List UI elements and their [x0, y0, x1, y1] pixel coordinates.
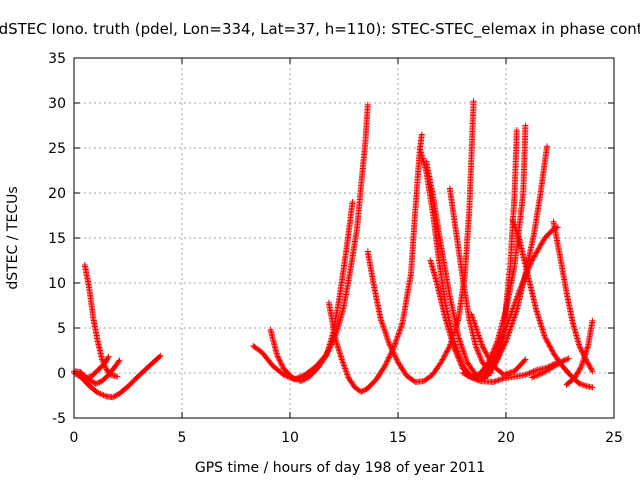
- y-axis-label: dSTEC / TECUs: [5, 186, 21, 289]
- y-tick-label: 30: [48, 96, 66, 112]
- data-series-arc: [364, 98, 477, 385]
- data-marker: [427, 122, 529, 380]
- x-axis-label: GPS time / hours of day 198 of year 2011: [195, 460, 485, 476]
- x-tick-label: 0: [70, 430, 79, 446]
- data-series-arc: [267, 199, 356, 385]
- data-marker: [423, 158, 488, 382]
- data-series-arc: [446, 185, 494, 376]
- y-tick-label: -5: [52, 411, 66, 427]
- y-tick-label: 5: [57, 321, 66, 337]
- data-marks: [71, 98, 596, 401]
- data-marker: [75, 353, 112, 382]
- data-marker: [325, 131, 425, 395]
- data-series-arc: [528, 355, 572, 381]
- data-series-arc: [325, 131, 425, 395]
- data-marker: [267, 199, 356, 385]
- data-series-arc: [481, 224, 561, 376]
- data-marker: [446, 185, 494, 376]
- data-series-arc: [81, 262, 121, 380]
- data-series-arc: [468, 311, 529, 378]
- y-tick-label: 15: [48, 231, 66, 247]
- data-marker: [81, 262, 121, 380]
- x-tick-label: 10: [281, 430, 299, 446]
- y-tick-label: 25: [48, 141, 66, 157]
- data-marker: [563, 317, 596, 388]
- y-tick-label: 35: [48, 51, 66, 67]
- data-marker: [468, 311, 529, 378]
- y-tick-label: 20: [48, 186, 66, 202]
- x-tick-label: 15: [389, 430, 407, 446]
- data-marker: [364, 98, 477, 385]
- data-series-arc: [423, 158, 488, 382]
- data-series-arc: [563, 317, 596, 388]
- chart-title: dSTEC Iono. truth (pdel, Lon=334, Lat=37…: [0, 20, 640, 39]
- x-tick-label: 20: [497, 430, 515, 446]
- data-marker: [481, 224, 561, 376]
- y-tick-label: 10: [48, 276, 66, 292]
- x-tick-label: 25: [605, 430, 623, 446]
- y-tick-label: 0: [57, 366, 66, 382]
- plot-frame: [73, 57, 615, 419]
- data-series-arc: [427, 122, 529, 380]
- data-series-arc: [75, 353, 112, 382]
- x-tick-label: 5: [178, 430, 187, 446]
- data-marker: [528, 355, 572, 381]
